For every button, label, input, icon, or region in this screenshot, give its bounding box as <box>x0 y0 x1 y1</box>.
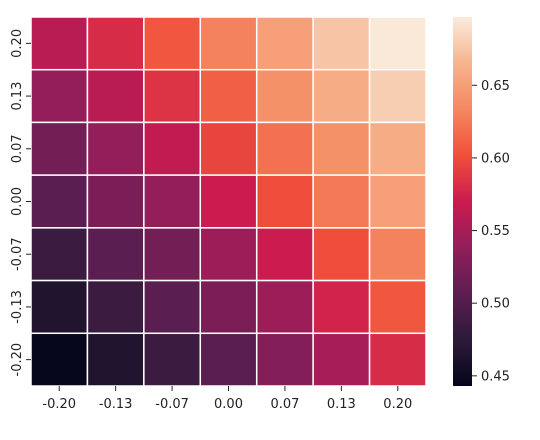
heatmap-cell <box>199 227 258 282</box>
heatmap-cell <box>143 332 202 387</box>
heatmap-cell <box>30 279 89 335</box>
heatmap-cell <box>199 332 258 387</box>
heatmap-cell <box>199 174 258 229</box>
heatmap-cell <box>199 16 258 71</box>
x-tick-label: -0.13 <box>99 397 133 412</box>
x-tick-label: 0.07 <box>270 397 299 412</box>
x-tick-label: 0.00 <box>214 397 243 412</box>
x-axis: -0.20 -0.13 -0.07 0.00 0.07 0.13 0.20 <box>42 386 412 412</box>
heatmap-cell <box>86 227 145 282</box>
heatmap-cell <box>312 332 371 387</box>
heatmap-cell <box>143 174 202 229</box>
heatmap-cell <box>143 16 202 71</box>
colorbar-tick-label: 0.65 <box>481 79 510 94</box>
heatmap-cell <box>312 227 371 282</box>
heatmap-cell <box>368 16 427 71</box>
heatmap-cell <box>143 227 202 282</box>
y-tick-label: 0.00 <box>10 187 25 216</box>
heatmap-cell <box>143 279 202 335</box>
heatmap-cell <box>86 279 145 335</box>
heatmap-cell <box>255 279 314 335</box>
heatmap-cell <box>30 332 89 387</box>
heatmap-cell <box>86 121 145 176</box>
colorbar-tick-label: 0.50 <box>481 297 510 312</box>
heatmap-cell <box>86 332 145 387</box>
y-tick-label: 0.13 <box>10 82 25 111</box>
heatmap-cell <box>199 68 258 124</box>
y-tick-label: -0.07 <box>10 237 25 271</box>
heatmap-cell <box>312 16 371 71</box>
heatmap-cell <box>255 16 314 71</box>
heatmap-cell <box>312 174 371 229</box>
colorbar-tick-label: 0.45 <box>481 369 510 384</box>
colorbar-tick-label: 0.60 <box>481 151 510 166</box>
heatmap-cell <box>255 68 314 124</box>
y-tick-label: 0.20 <box>10 29 25 58</box>
heatmap-cells <box>30 16 427 387</box>
heatmap-cell <box>255 227 314 282</box>
heatmap-cell <box>199 279 258 335</box>
heatmap-cell <box>199 121 258 176</box>
heatmap-cell <box>255 332 314 387</box>
heatmap-cell <box>86 16 145 71</box>
x-tick-label: -0.07 <box>155 397 189 412</box>
colorbar-ticks: 0.45 0.50 0.55 0.60 0.65 <box>472 79 510 384</box>
heatmap-cell <box>368 227 427 282</box>
colorbar-gradient <box>453 17 472 386</box>
heatmap-cell <box>368 121 427 176</box>
heatmap-cell <box>255 121 314 176</box>
heatmap-cell <box>143 121 202 176</box>
heatmap-cell <box>86 174 145 229</box>
heatmap-cell <box>143 68 202 124</box>
heatmap-cell <box>368 68 427 124</box>
heatmap-cell <box>368 279 427 335</box>
colorbar: 0.45 0.50 0.55 0.60 0.65 <box>453 17 510 386</box>
colorbar-tick-label: 0.55 <box>481 224 510 239</box>
heatmap-cell <box>30 16 89 71</box>
heatmap-cell <box>312 121 371 176</box>
heatmap-cell <box>30 174 89 229</box>
x-tick-label: 0.20 <box>383 397 412 412</box>
y-tick-label: -0.20 <box>10 343 25 377</box>
x-tick-label: -0.20 <box>42 397 76 412</box>
heatmap-cell <box>86 68 145 124</box>
heatmap-cell <box>255 174 314 229</box>
heatmap-cell <box>30 121 89 176</box>
heatmap-cell <box>312 68 371 124</box>
x-tick-label: 0.13 <box>327 397 356 412</box>
y-tick-label: 0.07 <box>10 134 25 163</box>
y-tick-label: -0.13 <box>10 290 25 324</box>
heatmap-cell <box>368 332 427 387</box>
heatmap-cell <box>30 227 89 282</box>
heatmap-cell <box>368 174 427 229</box>
heatmap-cell <box>30 68 89 124</box>
heatmap-cell <box>312 279 371 335</box>
y-axis: 0.20 0.13 0.07 0.00 -0.07 -0.13 -0.20 <box>10 29 31 377</box>
